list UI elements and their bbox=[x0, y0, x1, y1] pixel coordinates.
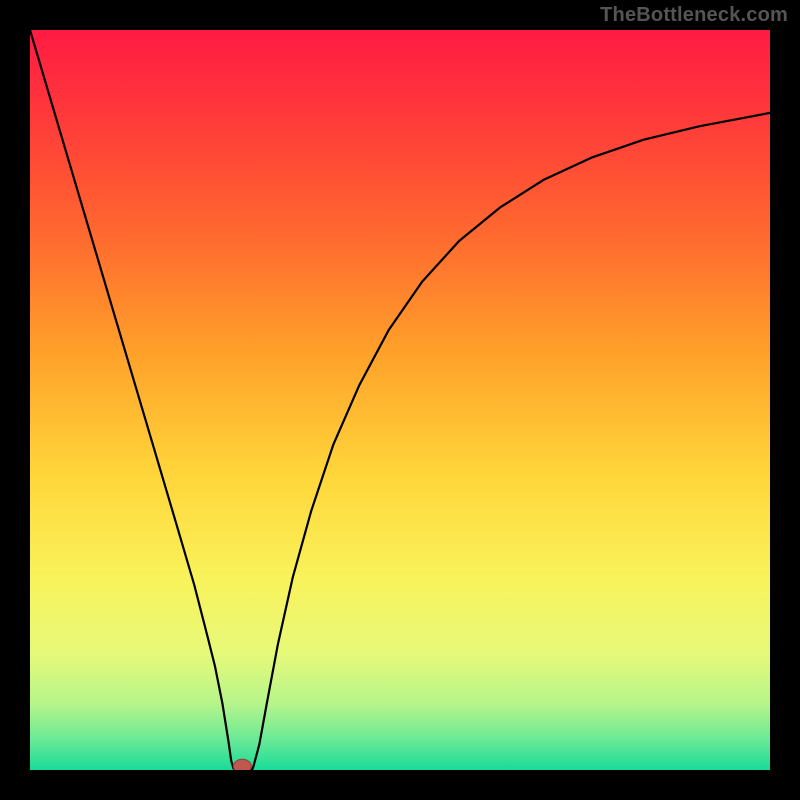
chart-svg bbox=[30, 30, 770, 770]
optimum-marker bbox=[233, 759, 251, 770]
chart-frame: TheBottleneck.com bbox=[0, 0, 800, 800]
watermark-text: TheBottleneck.com bbox=[600, 4, 788, 27]
chart-background bbox=[30, 30, 770, 770]
plot-area bbox=[30, 30, 770, 770]
